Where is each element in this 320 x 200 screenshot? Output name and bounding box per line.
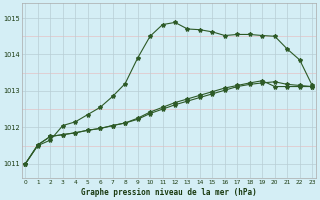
X-axis label: Graphe pression niveau de la mer (hPa): Graphe pression niveau de la mer (hPa)	[81, 188, 257, 197]
